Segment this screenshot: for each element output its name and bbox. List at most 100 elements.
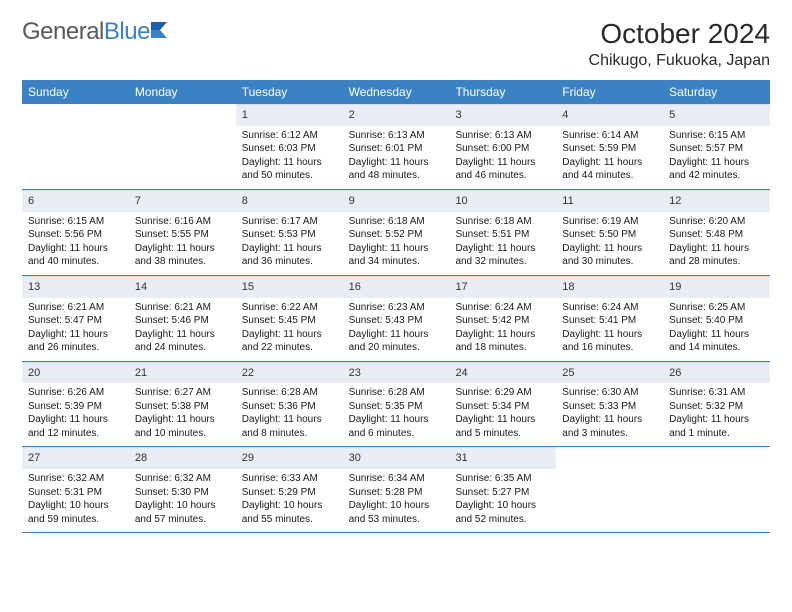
daylight-line: Daylight: 11 hours and 40 minutes.	[28, 242, 123, 269]
empty-cell	[556, 447, 663, 532]
day-number: 14	[129, 276, 236, 298]
day-details: Sunrise: 6:32 AMSunset: 5:31 PMDaylight:…	[22, 469, 129, 532]
logo-text: GeneralBlue	[22, 18, 150, 46]
daylight-line: Daylight: 11 hours and 42 minutes.	[669, 156, 764, 183]
day-number: 12	[663, 190, 770, 212]
daylight-line: Daylight: 11 hours and 28 minutes.	[669, 242, 764, 269]
day-number: 15	[236, 276, 343, 298]
daylight-line: Daylight: 11 hours and 12 minutes.	[28, 413, 123, 440]
day-details: Sunrise: 6:21 AMSunset: 5:46 PMDaylight:…	[129, 298, 236, 361]
day-cell: 1Sunrise: 6:12 AMSunset: 6:03 PMDaylight…	[236, 104, 343, 189]
daylight-line: Daylight: 10 hours and 59 minutes.	[28, 499, 123, 526]
day-cell: 3Sunrise: 6:13 AMSunset: 6:00 PMDaylight…	[449, 104, 556, 189]
day-cell: 4Sunrise: 6:14 AMSunset: 5:59 PMDaylight…	[556, 104, 663, 189]
sunrise-line: Sunrise: 6:13 AM	[349, 129, 444, 143]
day-number: 21	[129, 362, 236, 384]
day-cell: 23Sunrise: 6:28 AMSunset: 5:35 PMDayligh…	[343, 362, 450, 447]
sunset-line: Sunset: 5:30 PM	[135, 486, 230, 500]
day-number: 1	[236, 104, 343, 126]
day-details: Sunrise: 6:34 AMSunset: 5:28 PMDaylight:…	[343, 469, 450, 532]
day-number: 25	[556, 362, 663, 384]
day-number: 18	[556, 276, 663, 298]
sunrise-line: Sunrise: 6:25 AM	[669, 301, 764, 315]
sunrise-line: Sunrise: 6:27 AM	[135, 386, 230, 400]
day-cell: 21Sunrise: 6:27 AMSunset: 5:38 PMDayligh…	[129, 362, 236, 447]
empty-cell	[663, 447, 770, 532]
daylight-line: Daylight: 10 hours and 52 minutes.	[455, 499, 550, 526]
day-cell: 24Sunrise: 6:29 AMSunset: 5:34 PMDayligh…	[449, 362, 556, 447]
sunrise-line: Sunrise: 6:19 AM	[562, 215, 657, 229]
sunrise-line: Sunrise: 6:32 AM	[135, 472, 230, 486]
weeks-container: 1Sunrise: 6:12 AMSunset: 6:03 PMDaylight…	[22, 104, 770, 533]
sunrise-line: Sunrise: 6:14 AM	[562, 129, 657, 143]
daylight-line: Daylight: 11 hours and 38 minutes.	[135, 242, 230, 269]
location: Chikugo, Fukuoka, Japan	[589, 52, 770, 70]
logo-part1: General	[22, 18, 104, 45]
day-cell: 26Sunrise: 6:31 AMSunset: 5:32 PMDayligh…	[663, 362, 770, 447]
day-number: 24	[449, 362, 556, 384]
daylight-line: Daylight: 11 hours and 48 minutes.	[349, 156, 444, 183]
sunrise-line: Sunrise: 6:21 AM	[135, 301, 230, 315]
daylight-line: Daylight: 11 hours and 3 minutes.	[562, 413, 657, 440]
day-details: Sunrise: 6:35 AMSunset: 5:27 PMDaylight:…	[449, 469, 556, 532]
day-details: Sunrise: 6:25 AMSunset: 5:40 PMDaylight:…	[663, 298, 770, 361]
daylight-line: Daylight: 11 hours and 10 minutes.	[135, 413, 230, 440]
sunset-line: Sunset: 5:28 PM	[349, 486, 444, 500]
day-details: Sunrise: 6:17 AMSunset: 5:53 PMDaylight:…	[236, 212, 343, 275]
day-cell: 27Sunrise: 6:32 AMSunset: 5:31 PMDayligh…	[22, 447, 129, 532]
sunrise-line: Sunrise: 6:35 AM	[455, 472, 550, 486]
day-number: 20	[22, 362, 129, 384]
sunrise-line: Sunrise: 6:15 AM	[28, 215, 123, 229]
day-number: 6	[22, 190, 129, 212]
day-details: Sunrise: 6:31 AMSunset: 5:32 PMDaylight:…	[663, 383, 770, 446]
sunset-line: Sunset: 5:32 PM	[669, 400, 764, 414]
day-cell: 17Sunrise: 6:24 AMSunset: 5:42 PMDayligh…	[449, 276, 556, 361]
day-details: Sunrise: 6:28 AMSunset: 5:35 PMDaylight:…	[343, 383, 450, 446]
day-cell: 28Sunrise: 6:32 AMSunset: 5:30 PMDayligh…	[129, 447, 236, 532]
day-details: Sunrise: 6:21 AMSunset: 5:47 PMDaylight:…	[22, 298, 129, 361]
day-number: 28	[129, 447, 236, 469]
week-row: 27Sunrise: 6:32 AMSunset: 5:31 PMDayligh…	[22, 447, 770, 533]
weekday-header: Friday	[556, 80, 663, 104]
day-details: Sunrise: 6:20 AMSunset: 5:48 PMDaylight:…	[663, 212, 770, 275]
day-details: Sunrise: 6:13 AMSunset: 6:00 PMDaylight:…	[449, 126, 556, 189]
sunset-line: Sunset: 5:51 PM	[455, 228, 550, 242]
day-cell: 25Sunrise: 6:30 AMSunset: 5:33 PMDayligh…	[556, 362, 663, 447]
daylight-line: Daylight: 11 hours and 6 minutes.	[349, 413, 444, 440]
daylight-line: Daylight: 11 hours and 44 minutes.	[562, 156, 657, 183]
sunrise-line: Sunrise: 6:23 AM	[349, 301, 444, 315]
daylight-line: Daylight: 11 hours and 20 minutes.	[349, 328, 444, 355]
sunrise-line: Sunrise: 6:34 AM	[349, 472, 444, 486]
sunset-line: Sunset: 5:50 PM	[562, 228, 657, 242]
sunset-line: Sunset: 5:36 PM	[242, 400, 337, 414]
sunrise-line: Sunrise: 6:20 AM	[669, 215, 764, 229]
daylight-line: Daylight: 11 hours and 34 minutes.	[349, 242, 444, 269]
day-number: 17	[449, 276, 556, 298]
sunset-line: Sunset: 5:29 PM	[242, 486, 337, 500]
day-number: 22	[236, 362, 343, 384]
day-cell: 12Sunrise: 6:20 AMSunset: 5:48 PMDayligh…	[663, 190, 770, 275]
day-number: 3	[449, 104, 556, 126]
empty-cell	[22, 104, 129, 189]
sunset-line: Sunset: 5:31 PM	[28, 486, 123, 500]
day-details: Sunrise: 6:18 AMSunset: 5:52 PMDaylight:…	[343, 212, 450, 275]
weekday-header: Saturday	[663, 80, 770, 104]
day-details: Sunrise: 6:23 AMSunset: 5:43 PMDaylight:…	[343, 298, 450, 361]
day-cell: 15Sunrise: 6:22 AMSunset: 5:45 PMDayligh…	[236, 276, 343, 361]
day-cell: 16Sunrise: 6:23 AMSunset: 5:43 PMDayligh…	[343, 276, 450, 361]
day-cell: 10Sunrise: 6:18 AMSunset: 5:51 PMDayligh…	[449, 190, 556, 275]
sunset-line: Sunset: 5:33 PM	[562, 400, 657, 414]
day-details: Sunrise: 6:19 AMSunset: 5:50 PMDaylight:…	[556, 212, 663, 275]
day-details: Sunrise: 6:24 AMSunset: 5:42 PMDaylight:…	[449, 298, 556, 361]
sunrise-line: Sunrise: 6:28 AM	[242, 386, 337, 400]
day-cell: 30Sunrise: 6:34 AMSunset: 5:28 PMDayligh…	[343, 447, 450, 532]
week-row: 20Sunrise: 6:26 AMSunset: 5:39 PMDayligh…	[22, 362, 770, 448]
sunrise-line: Sunrise: 6:18 AM	[455, 215, 550, 229]
sunset-line: Sunset: 5:55 PM	[135, 228, 230, 242]
sunrise-line: Sunrise: 6:15 AM	[669, 129, 764, 143]
day-number: 7	[129, 190, 236, 212]
day-cell: 13Sunrise: 6:21 AMSunset: 5:47 PMDayligh…	[22, 276, 129, 361]
day-details: Sunrise: 6:15 AMSunset: 5:56 PMDaylight:…	[22, 212, 129, 275]
sunrise-line: Sunrise: 6:28 AM	[349, 386, 444, 400]
day-details: Sunrise: 6:16 AMSunset: 5:55 PMDaylight:…	[129, 212, 236, 275]
